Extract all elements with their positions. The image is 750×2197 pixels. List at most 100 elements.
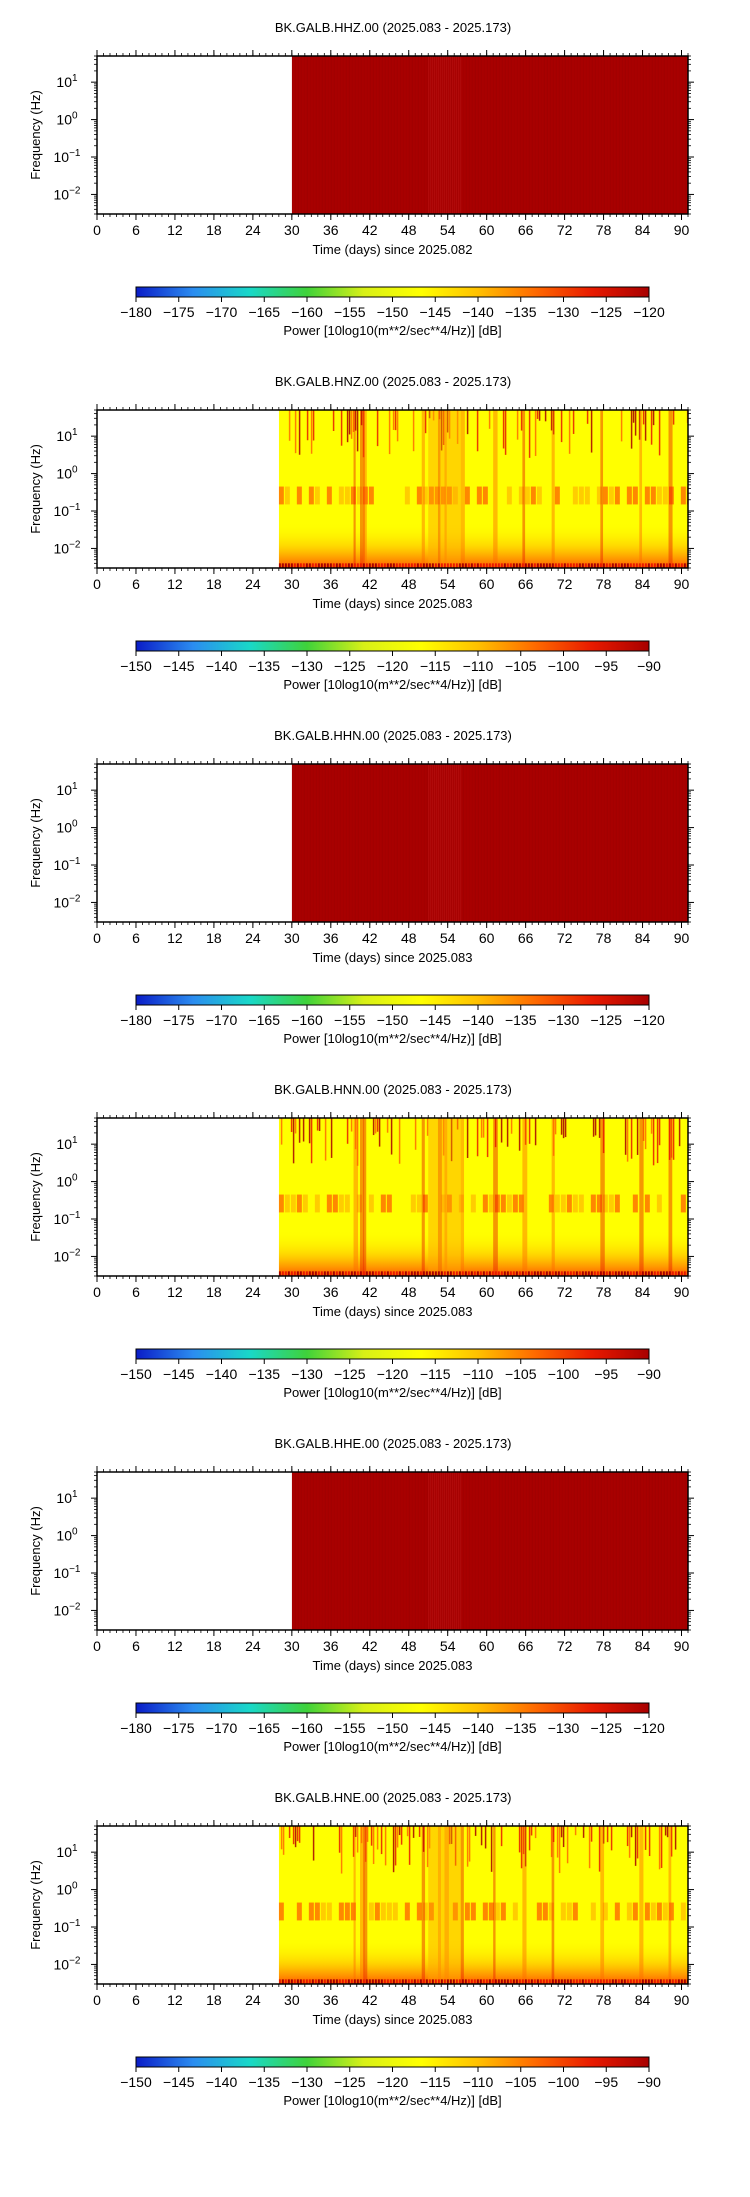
power-cell <box>578 486 584 505</box>
power-cell <box>440 56 442 214</box>
power-cell <box>317 1979 320 1984</box>
x-tick-label: 72 <box>557 1638 573 1654</box>
power-cell <box>448 1826 451 1845</box>
power-cell <box>548 563 551 568</box>
power-cell <box>341 1271 344 1276</box>
power-cell <box>668 1826 672 1984</box>
power-cell <box>590 1979 593 1984</box>
power-cell <box>506 486 512 505</box>
power-cell <box>381 1472 383 1630</box>
power-cell <box>660 764 662 922</box>
power-cell <box>531 56 533 214</box>
power-cell <box>566 1194 572 1213</box>
power-cell <box>365 1271 368 1276</box>
power-cell <box>474 56 476 214</box>
power-cell <box>394 1826 397 1866</box>
power-cell <box>278 563 281 568</box>
power-cell <box>630 1118 633 1159</box>
power-cell <box>576 56 578 214</box>
power-cell <box>305 563 308 568</box>
power-cell <box>446 764 448 922</box>
power-cell <box>354 56 356 214</box>
power-cell <box>474 1826 477 1836</box>
power-cell <box>480 1118 483 1138</box>
power-cell <box>327 1472 329 1630</box>
colorbar-tick-label: −105 <box>505 2074 537 2090</box>
power-cell <box>308 1118 311 1144</box>
power-cell <box>321 764 323 922</box>
power-cell <box>318 1472 320 1630</box>
power-cell <box>671 563 674 568</box>
power-cell <box>493 1826 496 1984</box>
x-tick-label: 6 <box>132 1992 140 2008</box>
power-cell <box>483 764 485 922</box>
power-cell <box>681 764 683 922</box>
power-cell <box>585 1472 587 1630</box>
power-cell <box>636 764 638 922</box>
y-tick-exponent: 0 <box>72 465 78 476</box>
colorbar-tick-label: −180 <box>120 304 152 320</box>
power-cell <box>672 56 674 214</box>
power-cell <box>368 1194 374 1213</box>
power-cell <box>440 563 443 568</box>
power-cell <box>375 1472 377 1630</box>
power-cell <box>302 1979 305 1984</box>
power-cell <box>323 1271 326 1276</box>
power-cell <box>432 764 434 922</box>
power-cell <box>495 56 497 214</box>
power-cell <box>396 764 398 922</box>
power-cell <box>455 1271 458 1276</box>
y-tick-base: 10 <box>54 149 70 165</box>
y-tick-exponent: −2 <box>69 1955 81 1966</box>
power-cell <box>482 1118 485 1138</box>
power-cell <box>326 486 332 505</box>
power-cell <box>354 410 357 431</box>
power-cell <box>597 764 599 922</box>
colorbar-tick-label: −100 <box>548 1366 580 1382</box>
y-tick-label: 10−2 <box>54 1601 81 1618</box>
power-cell <box>398 1979 401 1984</box>
power-cell <box>572 486 578 505</box>
power-cell <box>392 1271 395 1276</box>
colorbar-tick-label: −95 <box>594 2074 618 2090</box>
power-cell <box>341 563 344 568</box>
power-cell <box>652 1118 655 1166</box>
power-cell <box>458 563 461 568</box>
colorbar-label: Power [10log10(m**2/sec**4/Hz)] [dB] <box>283 2093 501 2108</box>
power-cell <box>363 56 365 214</box>
power-cell <box>614 1194 620 1213</box>
x-tick-label: 6 <box>132 222 140 238</box>
power-cell <box>428 1826 461 1984</box>
power-cell <box>300 764 302 922</box>
power-cell <box>608 486 614 505</box>
power-cell <box>432 56 434 214</box>
power-cell <box>654 764 656 922</box>
power-cell <box>360 410 363 426</box>
power-cell <box>422 563 425 568</box>
spectrogram-data <box>291 56 688 214</box>
power-cell <box>557 563 560 568</box>
power-cell <box>450 56 452 214</box>
plot-frame <box>96 763 689 923</box>
x-tick-label: 78 <box>596 930 612 946</box>
power-cell <box>522 764 524 922</box>
power-cell <box>654 1472 656 1630</box>
power-cell <box>431 1979 434 1984</box>
power-cell <box>296 1826 299 1842</box>
power-cell <box>512 1271 515 1276</box>
power-cell <box>539 563 542 568</box>
power-cell <box>390 764 392 922</box>
spectrogram-data <box>278 410 688 568</box>
x-tick-label: 42 <box>362 222 378 238</box>
power-cell <box>310 410 313 454</box>
colorbar-tick-label: −140 <box>206 1366 238 1382</box>
power-cell <box>372 764 374 922</box>
power-cell <box>513 1472 515 1630</box>
power-cell <box>598 1118 601 1138</box>
y-tick-exponent: 0 <box>72 1881 78 1892</box>
power-cell <box>600 1826 605 1984</box>
power-cell <box>455 1979 458 1984</box>
power-cell <box>551 1826 555 1984</box>
power-cell <box>329 1271 332 1276</box>
power-cell <box>398 1118 401 1164</box>
